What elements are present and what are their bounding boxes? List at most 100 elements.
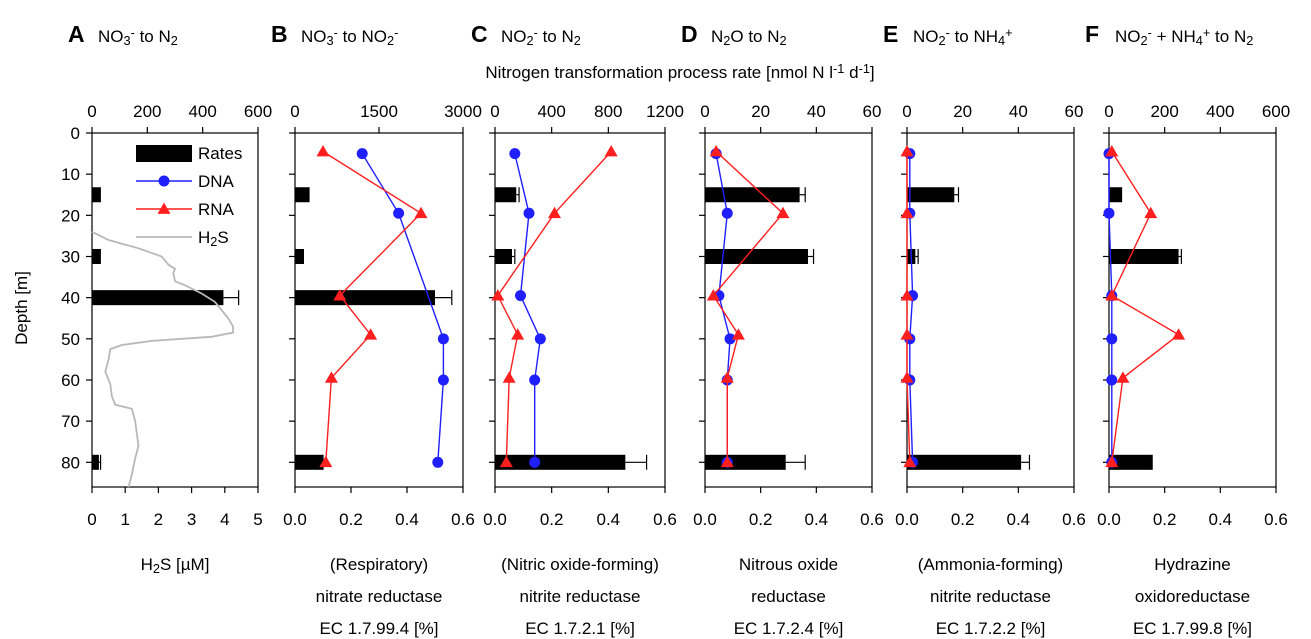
bottom-axis-label: nitrite reductase [930,587,1051,606]
dna-point [1103,207,1115,219]
top-tick-label: 20 [751,102,770,121]
bottom-tick-label: 0.4 [1007,510,1031,529]
plot-frame [1108,132,1277,488]
top-tick-label: 200 [1150,102,1178,121]
dna-point [534,333,546,345]
rna-point [316,145,330,157]
y-axis-title: Depth [m] [12,271,31,345]
panel-letter: F [1085,21,1099,47]
bottom-axis-label: (Respiratory) [330,555,428,574]
bottom-tick-label: 2 [154,510,163,529]
h2s-profile-line [91,230,235,488]
rate-bar [907,187,955,203]
rate-bar [705,187,800,203]
plot-frame [704,132,873,488]
rna-point [502,371,516,383]
top-tick-label: 0 [700,102,709,121]
rna-point [706,289,720,301]
panel-letter: A [68,21,85,47]
bottom-tick-label: 0.0 [693,510,717,529]
bottom-tick-label: 0.2 [951,510,975,529]
legend-rna-label: RNA [198,200,235,219]
rna-point [414,206,428,219]
legend-rna-marker [157,202,171,214]
top-tick-label: 0 [902,102,911,121]
top-tick-label: 0 [290,102,299,121]
rate-bar [705,248,808,264]
bottom-axis-label: EC 1.7.2.4 [%] [734,619,844,638]
dna-point [432,456,444,468]
bottom-axis-label: Nitrous oxide [739,555,838,574]
rna-point [511,328,525,340]
y-tick-label: 10 [61,165,80,184]
top-tick-label: 40 [1009,102,1028,121]
top-tick-label: 20 [953,102,972,121]
rna-point [900,145,914,157]
rna-point [900,328,914,340]
rate-bar [295,187,309,203]
rate-bar [92,187,101,203]
bottom-tick-label: 0.2 [1153,510,1177,529]
dna-point [437,374,449,386]
top-tick-label: 400 [537,102,565,121]
panel-title: NO2- to NH4+ [913,25,1013,48]
rate-bar [495,187,517,203]
bottom-tick-label: 0.2 [749,510,773,529]
top-tick-label: 40 [807,102,826,121]
dna-series-line [1108,153,1113,463]
bottom-tick-label: 0.4 [597,510,621,529]
bottom-tick-label: 1 [120,510,129,529]
panel-title: NO2- + NH4+ to N2 [1115,25,1253,48]
dna-point [523,207,535,219]
y-tick-label: 50 [61,330,80,349]
dna-point [1106,333,1118,345]
y-tick-label: 80 [61,453,80,472]
rna-point [731,328,745,340]
rna-point [776,206,790,219]
rna-point [604,145,618,157]
bottom-tick-label: 4 [220,510,229,529]
rna-point [548,206,561,219]
y-tick-label: 20 [61,206,80,225]
rna-point [319,455,333,468]
top-tick-label: 400 [1206,102,1234,121]
rna-point [1116,371,1130,383]
rna-point [709,145,723,157]
legend-dna-marker [158,175,170,187]
rna-point [491,289,505,301]
bottom-tick-label: 0.0 [483,510,507,529]
bottom-tick-label: 0.2 [540,510,564,529]
plot-frame [906,132,1075,488]
top-tick-label: 60 [863,102,882,121]
rna-series-line [1110,151,1180,463]
rna-point [333,289,347,301]
rna-point [900,206,914,219]
rna-point [900,371,914,383]
rna-series-line [712,150,784,463]
bottom-tick-label: 0.6 [451,510,475,529]
legend: Rates DNA RNA H2S [136,144,242,249]
rna-point [720,455,734,468]
rna-point [324,371,338,383]
dna-point [529,374,541,386]
plot-frame [91,132,259,488]
rna-point [364,328,378,340]
bottom-axis-label: EC 1.7.99.8 [%] [1133,619,1252,638]
bottom-axis-label: EC 1.7.99.4 [%] [319,619,438,638]
bottom-tick-label: 5 [253,510,262,529]
y-tick-label: 70 [61,412,80,431]
rna-series-line [906,151,911,463]
bottom-axis-label: Hydrazine [1154,555,1231,574]
dna-point [393,207,405,219]
plot-frame [494,132,666,488]
bottom-axis-label: (Nitric oxide-forming) [501,555,659,574]
rna-point [1172,328,1186,340]
dna-point [721,207,733,219]
y-tick-label: 0 [71,124,80,143]
bottom-axis-label: reductase [751,587,826,606]
top-tick-label: 0 [490,102,499,121]
rna-point [720,371,734,383]
top-tick-label: 1200 [646,102,684,121]
dna-point [515,290,526,302]
top-tick-label: 400 [188,102,216,121]
